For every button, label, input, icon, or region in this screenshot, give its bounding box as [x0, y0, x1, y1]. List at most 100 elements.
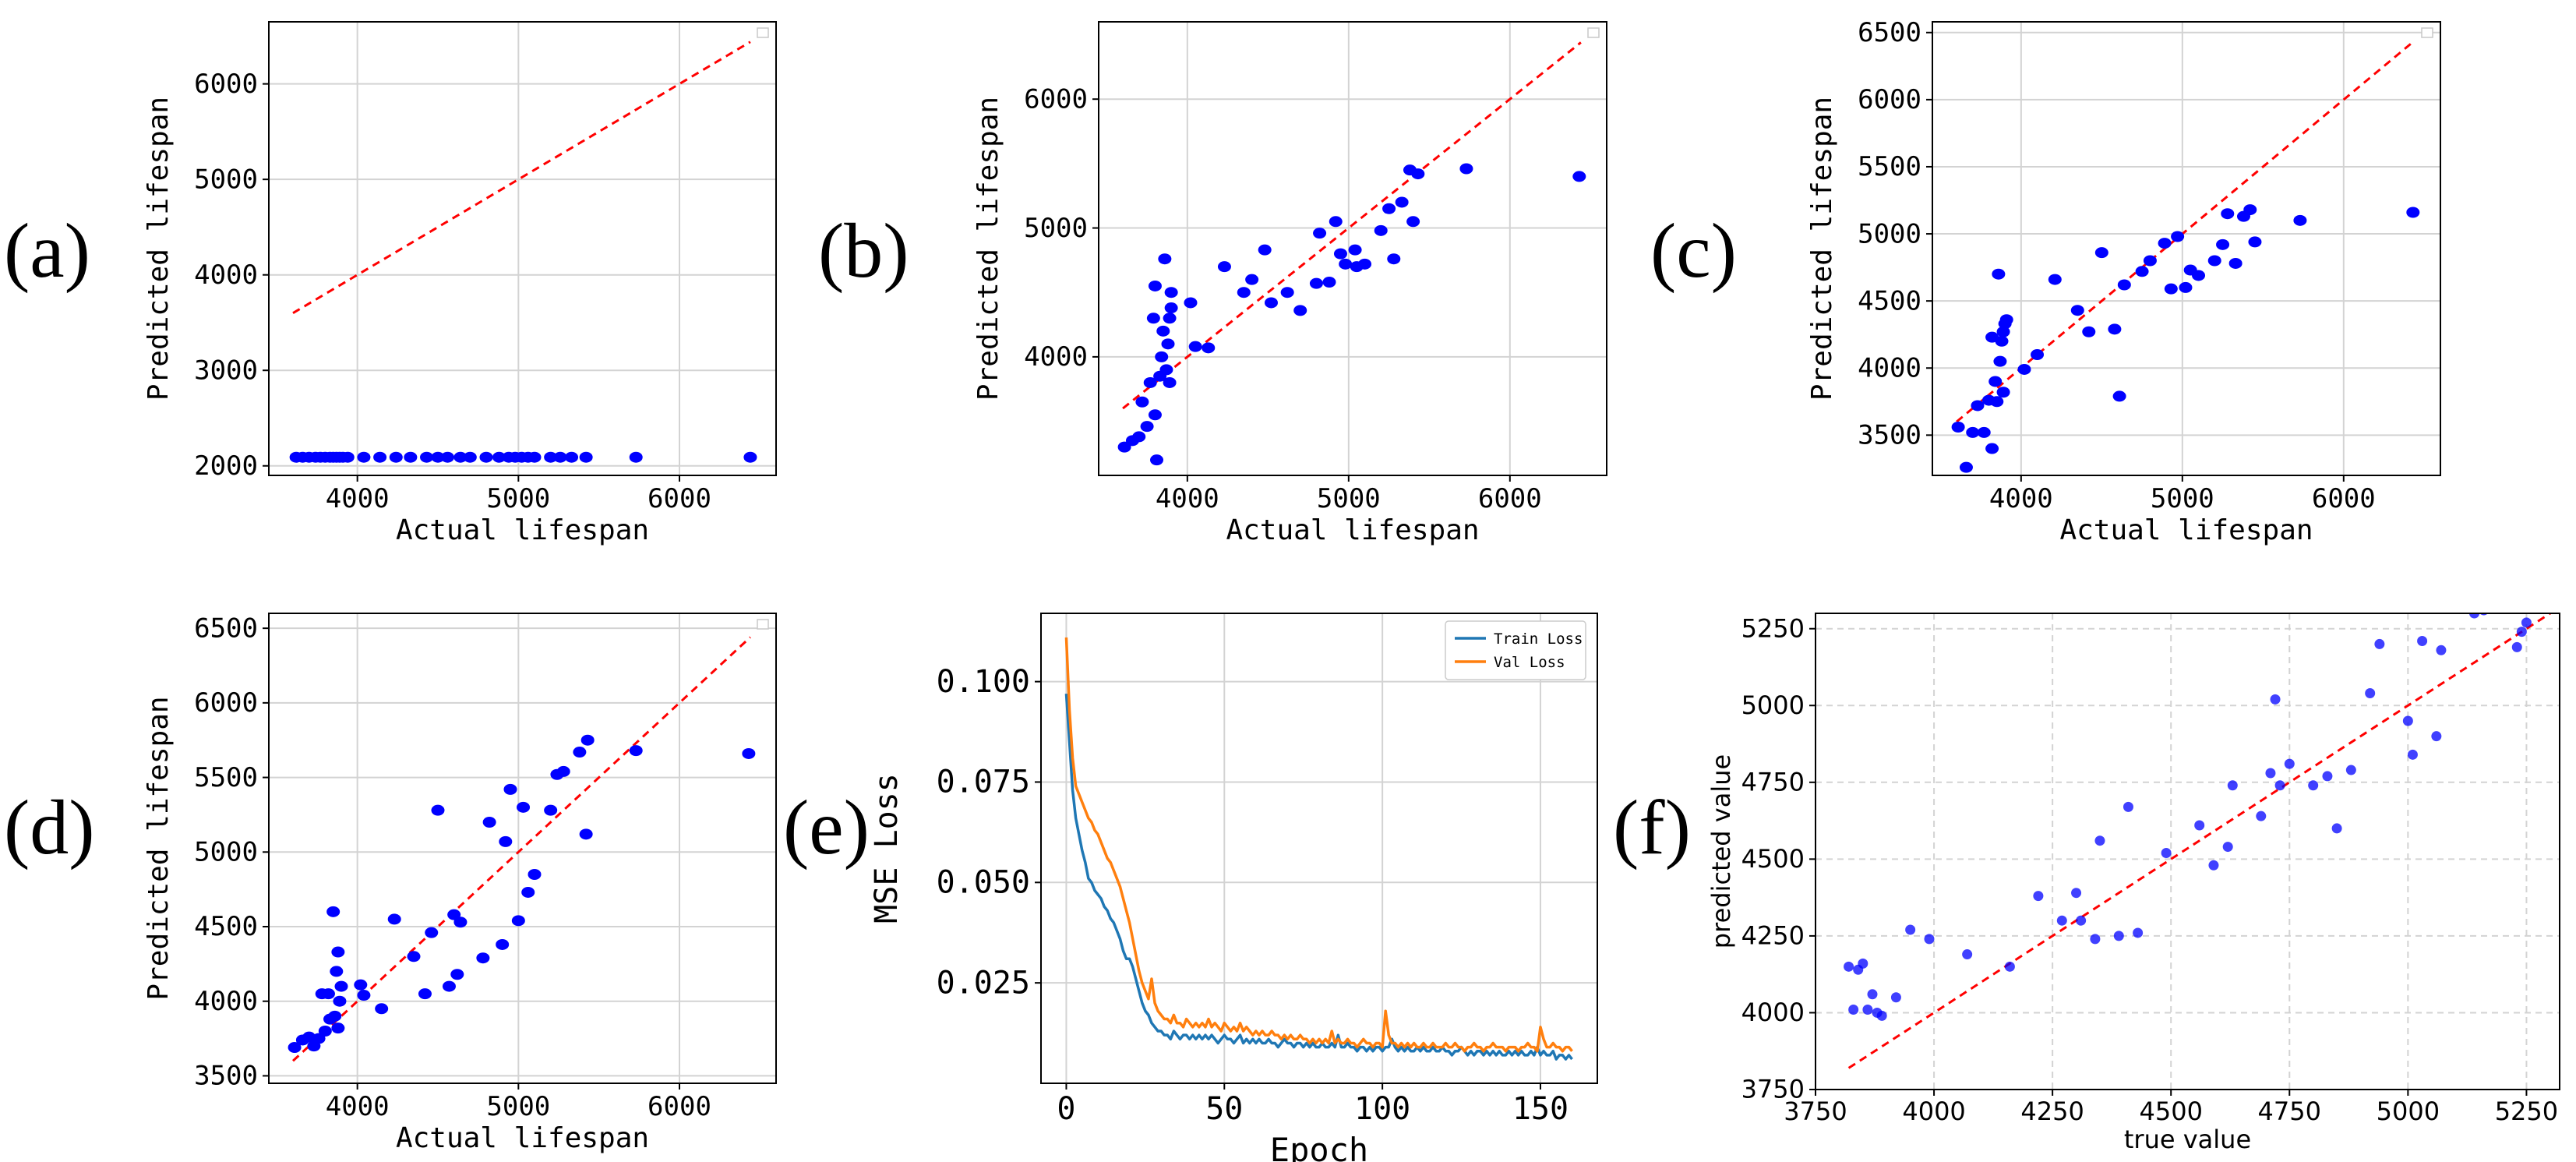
y-tick-label: 4000 — [1741, 998, 1805, 1027]
axes-frame — [1932, 21, 2441, 476]
data-point — [1148, 280, 1162, 291]
data-point — [2402, 715, 2413, 726]
data-point — [1322, 276, 1336, 288]
data-point — [1999, 314, 2013, 326]
legend-box — [757, 619, 769, 630]
data-point — [1163, 376, 1177, 388]
data-point — [2164, 283, 2178, 295]
data-point — [1150, 454, 1164, 466]
data-point — [2033, 891, 2044, 902]
data-point — [431, 804, 445, 816]
plot-area — [288, 636, 756, 1062]
x-tick-label: 4000 — [326, 483, 390, 514]
legend-box — [1587, 27, 1600, 38]
y-tick-label: 3500 — [194, 1061, 258, 1092]
data-point — [2365, 687, 2376, 698]
data-point — [450, 969, 464, 980]
data-point — [2331, 823, 2342, 834]
data-point — [503, 783, 517, 795]
data-point — [453, 917, 468, 928]
plot-area — [1064, 637, 1573, 1061]
data-point — [2407, 749, 2418, 760]
data-point — [328, 1010, 342, 1022]
data-point — [2192, 270, 2206, 281]
data-point — [2345, 765, 2356, 775]
data-point — [453, 451, 468, 463]
x-tick-label: 4000 — [326, 1091, 390, 1122]
data-point — [517, 801, 531, 813]
data-point — [2521, 617, 2532, 628]
series-line-train-loss — [1064, 693, 1573, 1061]
x-tick-label: 0 — [1057, 1091, 1075, 1127]
data-point — [1977, 426, 1991, 438]
data-point — [2293, 214, 2307, 226]
data-point — [1411, 168, 1425, 180]
data-point — [528, 451, 542, 463]
plot-area — [1951, 39, 2420, 473]
data-point — [1280, 287, 1294, 298]
data-point — [2308, 780, 2319, 791]
x-tick-label: 3750 — [1784, 1097, 1847, 1126]
data-point — [2322, 771, 2333, 782]
data-point — [1988, 376, 2003, 387]
data-point — [1148, 409, 1162, 421]
x-tick-label: 6000 — [648, 1091, 711, 1122]
data-point — [1844, 961, 1854, 972]
y-axis-label: Predicted lifespan — [972, 97, 1004, 401]
y-axis-label: Predicted lifespan — [143, 696, 175, 1000]
x-axis-label: true value — [2124, 1125, 2251, 1154]
data-point — [479, 451, 493, 463]
data-point — [2090, 934, 2101, 945]
data-point — [629, 451, 643, 463]
y-tick-label: 4500 — [1858, 285, 1921, 316]
data-point — [1140, 421, 1154, 433]
x-tick-label: 6000 — [648, 483, 711, 514]
data-point — [1459, 163, 1473, 175]
data-point — [2208, 860, 2219, 871]
data-point — [742, 747, 756, 759]
data-point — [2436, 645, 2447, 655]
data-point — [341, 451, 355, 463]
data-point — [326, 906, 341, 917]
data-point — [1905, 924, 1916, 935]
data-point — [1996, 326, 2010, 337]
data-point — [1132, 431, 1146, 443]
data-point — [2265, 768, 2276, 779]
data-point — [1862, 1005, 1873, 1015]
y-tick-label: 4250 — [1741, 920, 1805, 950]
data-point — [2243, 204, 2257, 216]
data-point — [373, 451, 387, 463]
data-point — [2070, 305, 2084, 316]
data-point — [1146, 313, 1160, 324]
y-tick-label: 6500 — [194, 613, 258, 644]
x-axis-label: Epoch — [1270, 1131, 1368, 1162]
legend-box — [757, 27, 769, 38]
y-tick-label: 6000 — [194, 69, 258, 100]
data-point — [2082, 326, 2096, 337]
x-tick-label: 5000 — [1317, 483, 1381, 514]
data-point — [420, 451, 434, 463]
data-point — [318, 1026, 332, 1037]
data-point — [2048, 274, 2062, 285]
data-point — [1890, 992, 1901, 1003]
data-point — [2133, 927, 2144, 938]
data-point — [2056, 915, 2067, 926]
y-tick-label: 3000 — [194, 355, 258, 386]
axes-frame — [1040, 613, 1598, 1084]
series-line-val-loss — [1064, 637, 1573, 1053]
data-point — [1161, 338, 1175, 350]
y-tick-label: 5500 — [194, 762, 258, 793]
data-point — [389, 451, 403, 463]
data-point — [2194, 820, 2205, 831]
y-axis-label: Predicted lifespan — [1806, 97, 1838, 401]
data-point — [1135, 396, 1149, 408]
data-point — [357, 990, 371, 1001]
data-point — [431, 451, 445, 463]
data-point — [1395, 196, 1409, 208]
data-point — [1188, 341, 1202, 352]
y-tick-label: 6000 — [1858, 84, 1921, 115]
data-point — [357, 451, 371, 463]
data-point — [1237, 287, 1251, 298]
